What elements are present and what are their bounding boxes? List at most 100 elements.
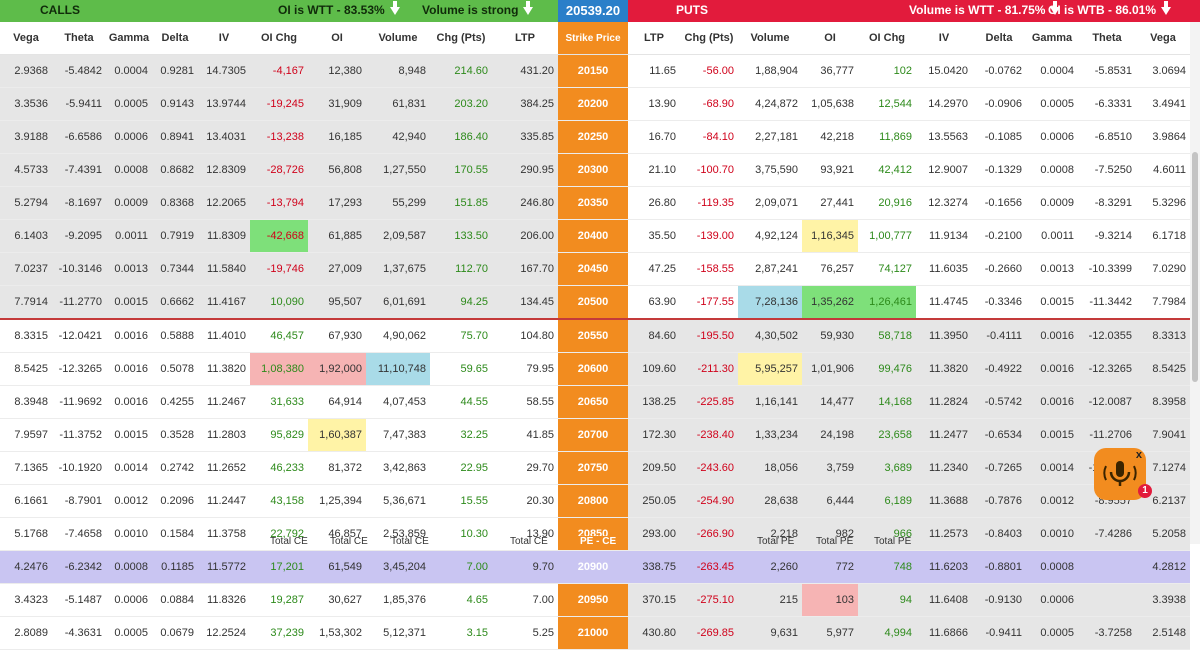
put-cell: 12,544 (858, 87, 916, 121)
call-cell: -28,726 (250, 153, 308, 187)
call-cell: -19,746 (250, 252, 308, 286)
call-cell: 186.40 (430, 120, 492, 154)
put-cell: 11.6203 (916, 550, 972, 584)
put-cell: -0.3346 (972, 285, 1026, 320)
strike-price-cell[interactable]: 20250 (558, 120, 628, 154)
strike-price-cell[interactable]: 20600 (558, 352, 628, 386)
strike-price-cell[interactable]: 20350 (558, 186, 628, 220)
header-banner: CALLS OI is WTT - 83.53% Volume is stron… (0, 0, 1200, 22)
strike-price-cell[interactable]: 20950 (558, 583, 628, 617)
call-cell: -12.0421 (52, 319, 106, 353)
put-cell: -84.10 (680, 120, 738, 154)
column-header: Chg (Pts) (430, 22, 492, 55)
strike-price-cell[interactable]: 20300 (558, 153, 628, 187)
strike-price-cell[interactable]: 20200 (558, 87, 628, 121)
put-cell: -119.35 (680, 186, 738, 220)
call-cell: 431.20 (492, 54, 558, 88)
put-cell: -10.3399 (1078, 252, 1136, 286)
table-row[interactable]: 2.8089 -4.3631 0.0005 0.0679 12.2524 37,239 1,… (0, 616, 1190, 650)
close-icon[interactable]: x (1135, 449, 1142, 461)
strike-price-cell[interactable]: 20500 (558, 285, 628, 320)
voice-assistant-widget[interactable]: x 1 (1094, 448, 1152, 500)
put-cell: -0.8801 (972, 550, 1026, 584)
vertical-scrollbar[interactable] (1190, 22, 1200, 544)
put-cell: -0.9411 (972, 616, 1026, 650)
call-cell: 1,08,380 (250, 352, 308, 386)
table-row[interactable]: 8.5425 -12.3265 0.0016 0.5078 11.3820 1,08,38… (0, 352, 1190, 386)
table-row[interactable]: 7.7914 -11.2770 0.0015 0.6662 11.4167 10,090 9… (0, 285, 1190, 320)
table-row[interactable]: 2.9368 -5.4842 0.0004 0.9281 14.7305 -4,167 12… (0, 54, 1190, 88)
scrollbar-thumb[interactable] (1192, 152, 1198, 382)
call-cell: 7.1365 (0, 451, 52, 485)
call-cell: 4.2476 (0, 550, 52, 584)
put-cell: -0.0762 (972, 54, 1026, 88)
table-row[interactable]: 4.2476 -6.2342 0.0008 0.1185 11.5772 17,201 61… (0, 550, 1190, 584)
call-cell: -42,668 (250, 219, 308, 253)
call-cell: 94.25 (430, 285, 492, 320)
call-cell: 0.0012 (106, 484, 152, 518)
call-cell: 1,92,000 (308, 352, 366, 386)
table-row[interactable]: 3.3536 -5.9411 0.0005 0.9143 13.9744 -19,245 3… (0, 87, 1190, 121)
table-row[interactable]: 7.1365 -10.1920 0.0014 0.2742 11.2652 46,233 8… (0, 451, 1190, 485)
call-cell: 0.2742 (152, 451, 198, 485)
call-cell: 0.0006 (106, 583, 152, 617)
table-row[interactable]: 5.2794 -8.1697 0.0009 0.8368 12.2065 -13,794 1… (0, 186, 1190, 220)
strike-price-cell[interactable]: 20450 (558, 252, 628, 286)
table-row[interactable]: 6.1403 -9.2095 0.0011 0.7919 11.8309 -42,668 6… (0, 219, 1190, 253)
put-cell: 12.9007 (916, 153, 972, 187)
put-cell: 103 (802, 583, 858, 617)
table-row[interactable]: 3.4323 -5.1487 0.0006 0.0884 11.8326 19,287 30… (0, 583, 1190, 617)
call-cell: 1,37,675 (366, 252, 430, 286)
call-cell: 59.65 (430, 352, 492, 386)
call-cell: 0.1185 (152, 550, 198, 584)
call-cell: 20.30 (492, 484, 558, 518)
call-cell: 27,009 (308, 252, 366, 286)
column-header: LTP (492, 22, 558, 55)
column-header: OI Chg (858, 22, 916, 55)
put-cell: 42,412 (858, 153, 916, 187)
table-row[interactable]: 8.3948 -11.9692 0.0016 0.4255 11.2467 31,633 6… (0, 385, 1190, 419)
table-row[interactable]: 6.1661 -8.7901 0.0012 0.2096 11.2447 43,158 1,… (0, 484, 1190, 518)
call-cell: 1,25,394 (308, 484, 366, 518)
strike-price-cell[interactable]: 20900 (558, 550, 628, 584)
strike-price-cell[interactable]: 20700 (558, 418, 628, 452)
call-cell: -7.4391 (52, 153, 106, 187)
column-header: IV (916, 22, 972, 55)
table-row[interactable]: 7.9597 -11.3752 0.0015 0.3528 11.2803 95,829 1… (0, 418, 1190, 452)
call-cell: 0.9143 (152, 87, 198, 121)
put-cell: 11.3950 (916, 319, 972, 353)
strike-price-cell[interactable]: 20750 (558, 451, 628, 485)
table-row[interactable]: 3.9188 -6.6586 0.0006 0.8941 13.4031 -13,238 1… (0, 120, 1190, 154)
call-cell: 11.2803 (198, 418, 250, 452)
call-cell: 7.7914 (0, 285, 52, 320)
put-cell: 2,09,071 (738, 186, 802, 220)
strike-price-cell[interactable]: 20400 (558, 219, 628, 253)
put-cell: -225.85 (680, 385, 738, 419)
strike-price-cell[interactable]: 20150 (558, 54, 628, 88)
column-header: Volume (366, 22, 430, 55)
call-cell: 55,299 (366, 186, 430, 220)
call-cell: 12.2524 (198, 616, 250, 650)
column-header: Theta (1078, 22, 1136, 55)
call-cell: 32.25 (430, 418, 492, 452)
put-cell: 5,95,257 (738, 352, 802, 386)
call-cell: 0.3528 (152, 418, 198, 452)
call-cell: 12.8309 (198, 153, 250, 187)
call-cell: -6.2342 (52, 550, 106, 584)
put-cell: 370.15 (628, 583, 680, 617)
total-pe-label: Total PE (757, 536, 795, 547)
put-cell: -254.90 (680, 484, 738, 518)
strike-price-cell[interactable]: 20650 (558, 385, 628, 419)
put-cell: 2,27,181 (738, 120, 802, 154)
strike-price-cell[interactable]: 20800 (558, 484, 628, 518)
strike-price-cell[interactable]: 20550 (558, 319, 628, 353)
put-cell: 18,056 (738, 451, 802, 485)
table-row[interactable]: 8.3315 -12.0421 0.0016 0.5888 11.4010 46,457 6… (0, 319, 1190, 353)
strike-price-cell[interactable]: 21000 (558, 616, 628, 650)
call-cell: 95,829 (250, 418, 308, 452)
put-cell: 2.5148 (1136, 616, 1190, 650)
put-cell: -275.10 (680, 583, 738, 617)
put-cell: -5.8531 (1078, 54, 1136, 88)
table-row[interactable]: 4.5733 -7.4391 0.0008 0.8682 12.8309 -28,726 5… (0, 153, 1190, 187)
table-row[interactable]: 7.0237 -10.3146 0.0013 0.7344 11.5840 -19,746… (0, 252, 1190, 286)
